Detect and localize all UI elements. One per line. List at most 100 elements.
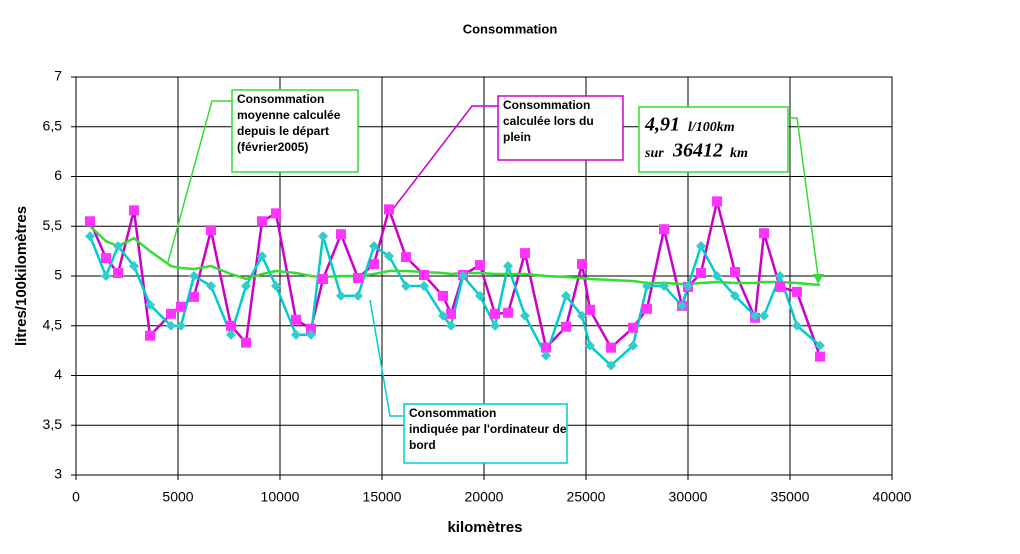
y-tick-label: 4 <box>54 366 62 382</box>
annotation-text: Consommation <box>503 98 590 112</box>
marker <box>257 251 268 262</box>
marker <box>188 271 199 281</box>
marker <box>520 248 531 259</box>
y-tick-label: 7 <box>54 68 62 84</box>
marker <box>758 228 769 239</box>
marker <box>584 340 595 351</box>
y-tick-label: 3,5 <box>43 416 63 432</box>
marker <box>225 320 236 331</box>
plot-border <box>75 76 893 476</box>
annotation-text: depuis le départ <box>237 124 329 138</box>
y-tick-label: 5,5 <box>43 217 63 233</box>
marker <box>100 271 111 281</box>
marker <box>306 323 317 334</box>
marker <box>605 360 616 371</box>
marker <box>540 342 551 353</box>
marker <box>383 251 394 262</box>
x-tick-label: 5000 <box>162 489 193 505</box>
marker <box>458 271 469 281</box>
annotation-box <box>403 403 568 464</box>
marker <box>758 310 769 321</box>
marker <box>290 314 301 325</box>
marker <box>677 300 688 311</box>
summary-unit: l/100km <box>688 120 735 135</box>
arrow-head <box>813 274 824 284</box>
marker <box>175 301 186 312</box>
y-tick-label: 3 <box>54 466 62 482</box>
marker <box>306 329 317 340</box>
marker <box>369 241 380 252</box>
marker <box>445 320 456 331</box>
marker <box>188 291 199 302</box>
marker <box>628 340 639 351</box>
marker <box>475 290 486 301</box>
summary-box <box>638 106 789 173</box>
marker <box>641 280 652 291</box>
marker <box>641 303 652 314</box>
marker <box>445 308 456 319</box>
x-tick-label: 40000 <box>873 489 912 505</box>
marker <box>383 204 394 215</box>
marker <box>419 280 430 291</box>
marker <box>815 340 826 351</box>
marker <box>749 310 760 321</box>
summary-value: 4,91 <box>644 114 680 136</box>
marker <box>100 253 111 264</box>
marker <box>475 260 486 271</box>
x-axis-label: kilomètres <box>447 519 522 536</box>
marker <box>502 261 513 272</box>
marker <box>144 299 155 310</box>
marker <box>815 351 826 362</box>
leader-computer <box>369 299 404 417</box>
marker <box>712 196 723 207</box>
annotation-text: (février2005) <box>237 140 308 154</box>
summary-distance: 36412 <box>672 140 723 162</box>
marker <box>584 304 595 315</box>
marker <box>730 267 741 278</box>
marker <box>520 310 531 321</box>
marker <box>628 322 639 333</box>
marker <box>577 310 588 321</box>
marker <box>489 320 500 331</box>
marker <box>84 216 95 227</box>
marker <box>84 231 95 242</box>
marker <box>775 271 786 281</box>
marker <box>206 225 217 236</box>
annotation-text: moyenne calculée <box>237 108 341 122</box>
marker <box>791 320 802 331</box>
marker <box>290 329 301 340</box>
marker <box>659 224 670 235</box>
marker <box>561 290 572 301</box>
marker <box>561 321 572 332</box>
marker <box>369 259 380 270</box>
leader-average <box>167 100 232 263</box>
x-tick-label: 20000 <box>465 489 504 505</box>
annotation-text: Consommation <box>237 92 324 106</box>
marker <box>695 268 706 279</box>
marker <box>712 271 723 281</box>
y-axis-label: litres/100kilomètres <box>13 206 30 346</box>
chart-title: Consommation <box>463 21 558 36</box>
marker <box>437 290 448 301</box>
marker <box>128 205 139 216</box>
marker <box>271 208 282 219</box>
x-tick-label: 10000 <box>261 489 300 505</box>
x-tick-label: 15000 <box>363 489 402 505</box>
marker <box>166 320 177 331</box>
marker <box>419 270 430 281</box>
marker <box>730 290 741 301</box>
marker <box>128 261 139 272</box>
annotation-text: indiquée par l'ordinateur de <box>409 422 567 436</box>
leader-fill <box>392 105 498 210</box>
marker <box>225 329 236 340</box>
marker <box>240 337 251 348</box>
marker <box>240 280 251 291</box>
marker <box>605 342 616 353</box>
marker <box>400 280 411 291</box>
marker <box>659 280 670 291</box>
marker <box>791 286 802 297</box>
leader-summary <box>788 117 819 277</box>
annotation-text: plein <box>503 130 531 144</box>
marker <box>113 268 124 279</box>
